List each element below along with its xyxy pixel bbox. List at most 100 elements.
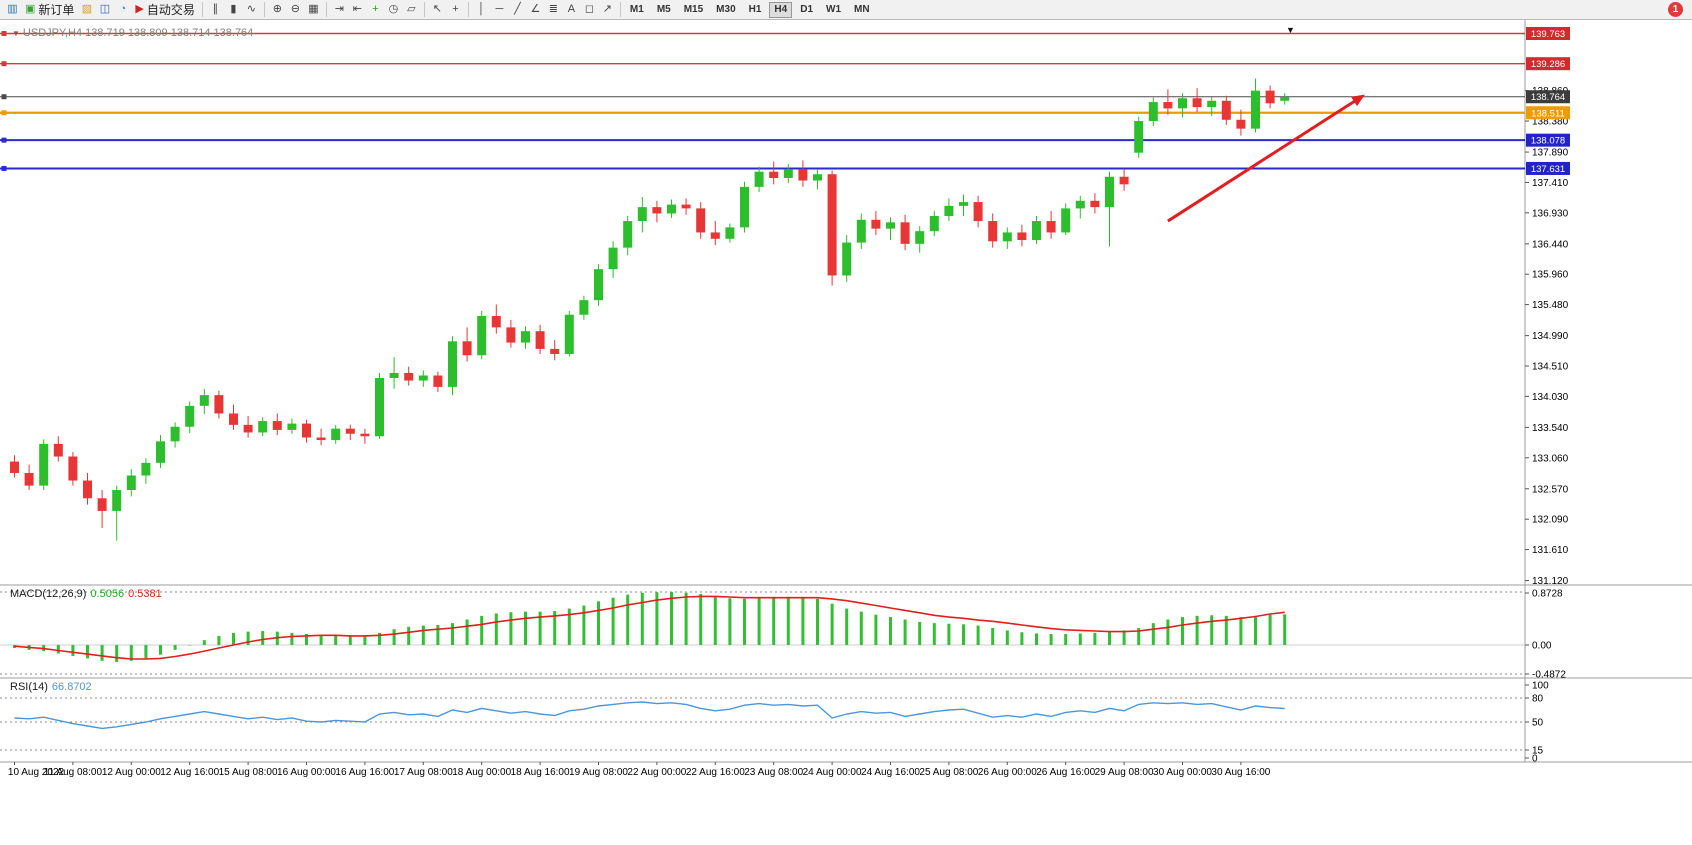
svg-text:136.930: 136.930 — [1532, 208, 1569, 219]
svg-text:132.090: 132.090 — [1532, 515, 1569, 526]
horizontal-line-icon-glyph: ─ — [495, 3, 504, 15]
timeframe-h1-button[interactable]: H1 — [744, 2, 767, 18]
svg-text:133.060: 133.060 — [1532, 453, 1569, 464]
templates-icon[interactable]: ▱ — [403, 1, 420, 18]
market-watch-icon[interactable]: ◫ — [96, 1, 113, 18]
periods-icon[interactable]: ◷ — [385, 1, 402, 18]
svg-text:16 Aug 16:00: 16 Aug 16:00 — [335, 767, 394, 778]
indicator-gridlines — [0, 591, 1525, 751]
svg-text:137.890: 137.890 — [1532, 148, 1569, 159]
svg-text:26 Aug 00:00: 26 Aug 00:00 — [978, 767, 1037, 778]
auto-trading-button[interactable]: ▶ 自动交易 — [132, 1, 197, 18]
timeframe-d1-button[interactable]: D1 — [795, 2, 818, 18]
macd-layer — [13, 592, 1287, 662]
svg-text:29 Aug 08:00: 29 Aug 08:00 — [1095, 767, 1154, 778]
candlestick-chart-icon[interactable]: ▮ — [225, 1, 242, 18]
toolbar: ▥ ▣ 新订单 ▨ ◫ ◔ ▶ 自动交易 ∥ ▮ ∿ ⊕ ⊖ ▦ ⇥ ⇤ + ◷ ▱ ↖ + │ ─ ╱ ∠ ≣ A ◻ ↗ M1 M5 M… — [0, 0, 1692, 20]
channel-icon[interactable]: ∠ — [527, 1, 544, 18]
zoom-in-icon[interactable]: ⊕ — [269, 1, 286, 18]
channel-icon-glyph: ∠ — [530, 3, 541, 15]
cursor-icon-glyph: ↖ — [432, 3, 443, 15]
svg-text:0.00: 0.00 — [1532, 641, 1552, 652]
trend-arrow-annotation[interactable] — [1167, 94, 1365, 223]
svg-text:134.030: 134.030 — [1532, 392, 1569, 403]
notification-badge[interactable]: 1 — [1668, 2, 1683, 17]
timeframe-h4-button[interactable]: H4 — [769, 1, 793, 18]
shapes-icon[interactable]: ◻ — [581, 1, 598, 18]
zoom-out-icon[interactable]: ⊖ — [287, 1, 304, 18]
svg-text:0: 0 — [1532, 754, 1538, 765]
bar-chart-icon[interactable]: ∥ — [207, 1, 224, 18]
trendline-icon[interactable]: ╱ — [509, 1, 526, 18]
timeframe-m1-button[interactable]: M1 — [625, 2, 649, 18]
vertical-line-icon-glyph: │ — [477, 3, 485, 15]
timeframe-w1-button[interactable]: W1 — [821, 2, 846, 18]
chart-shift-icon[interactable]: ⇤ — [349, 1, 366, 18]
svg-text:131.610: 131.610 — [1532, 545, 1569, 556]
svg-text:132.570: 132.570 — [1532, 484, 1569, 495]
svg-text:134.510: 134.510 — [1532, 361, 1569, 372]
svg-text:15 Aug 08:00: 15 Aug 08:00 — [219, 767, 278, 778]
svg-text:19 Aug 08:00: 19 Aug 08:00 — [569, 767, 628, 778]
toolbar-separator — [467, 2, 469, 17]
text-icon-glyph: A — [567, 3, 576, 15]
svg-text:10 Aug 2022: 10 Aug 2022 — [8, 767, 65, 778]
charts-profile-icon-glyph: ▨ — [81, 3, 93, 15]
new-order-chart-icon[interactable]: ▥ — [4, 1, 21, 18]
svg-text:138.078: 138.078 — [1531, 136, 1565, 147]
data-window-icon-glyph: ◔ — [119, 3, 127, 15]
auto-trading-button-label: 自动交易 — [146, 3, 195, 17]
svg-text:137.631: 137.631 — [1531, 164, 1565, 175]
charts-profile-icon[interactable]: ▨ — [78, 1, 95, 18]
chart-area[interactable]: 138.860138.380137.890137.410136.930136.4… — [0, 20, 1692, 845]
text-icon[interactable]: A — [563, 1, 580, 18]
svg-text:18 Aug 00:00: 18 Aug 00:00 — [452, 767, 511, 778]
svg-text:138.380: 138.380 — [1532, 117, 1569, 128]
candles-layer — [10, 78, 1290, 541]
timeframe-m30-button[interactable]: M30 — [711, 2, 740, 18]
svg-text:18 Aug 16:00: 18 Aug 16:00 — [511, 767, 570, 778]
zoom-out-icon-glyph: ⊖ — [290, 3, 301, 15]
new-order-button[interactable]: ▣ 新订单 — [22, 1, 77, 18]
indicators-icon-glyph: + — [372, 3, 379, 15]
svg-text:23 Aug 08:00: 23 Aug 08:00 — [744, 767, 803, 778]
timeframe-m15-button[interactable]: M15 — [679, 2, 708, 18]
candlestick-chart-icon-glyph: ▮ — [230, 3, 237, 15]
vertical-line-icon[interactable]: │ — [473, 1, 490, 18]
line-chart-icon[interactable]: ∿ — [243, 1, 260, 18]
auto-scroll-icon-glyph: ⇥ — [334, 3, 345, 15]
tile-windows-icon[interactable]: ▦ — [305, 1, 322, 18]
data-window-icon[interactable]: ◔ — [114, 1, 131, 18]
svg-text:139.763: 139.763 — [1531, 29, 1565, 40]
notification-count: 1 — [1672, 4, 1679, 15]
arrows-icon[interactable]: ↗ — [599, 1, 616, 18]
line-chart-icon-glyph: ∿ — [246, 3, 257, 15]
crosshair-icon[interactable]: + — [447, 1, 464, 18]
bar-chart-icon-glyph: ∥ — [212, 3, 219, 15]
svg-text:131.120: 131.120 — [1532, 576, 1569, 587]
toolbar-icon-group: ▥ ▣ 新订单 ▨ ◫ ◔ ▶ 自动交易 ∥ ▮ ∿ ⊕ ⊖ ▦ ⇥ ⇤ + ◷ ▱ ↖ + │ ─ ╱ ∠ ≣ A ◻ ↗ — [4, 1, 624, 18]
auto-scroll-icon[interactable]: ⇥ — [331, 1, 348, 18]
svg-text:139.286: 139.286 — [1531, 59, 1565, 70]
fibonacci-icon[interactable]: ≣ — [545, 1, 562, 18]
svg-text:12 Aug 00:00: 12 Aug 00:00 — [102, 767, 161, 778]
toolbar-separator — [619, 2, 621, 17]
svg-text:30 Aug 16:00: 30 Aug 16:00 — [1211, 767, 1270, 778]
templates-icon-glyph: ▱ — [407, 3, 416, 15]
indicators-icon[interactable]: + — [367, 1, 384, 18]
hlines-layer[interactable] — [0, 31, 1525, 171]
chart-window: 138.860138.380137.890137.410136.930136.4… — [0, 20, 1692, 845]
new-order-button-label: 新订单 — [38, 3, 75, 17]
svg-text:22 Aug 00:00: 22 Aug 00:00 — [627, 767, 686, 778]
cursor-icon[interactable]: ↖ — [429, 1, 446, 18]
horizontal-line-icon[interactable]: ─ — [491, 1, 508, 18]
svg-text:135.480: 135.480 — [1532, 300, 1569, 311]
svg-text:100: 100 — [1532, 681, 1549, 692]
svg-text:26 Aug 16:00: 26 Aug 16:00 — [1036, 767, 1095, 778]
periods-icon-glyph: ◷ — [388, 3, 399, 15]
timeframe-m5-button[interactable]: M5 — [652, 2, 676, 18]
timeframe-mn-button[interactable]: MN — [849, 2, 875, 18]
svg-text:25 Aug 08:00: 25 Aug 08:00 — [919, 767, 978, 778]
svg-text:138.511: 138.511 — [1531, 108, 1565, 119]
svg-text:30 Aug 00:00: 30 Aug 00:00 — [1153, 767, 1212, 778]
